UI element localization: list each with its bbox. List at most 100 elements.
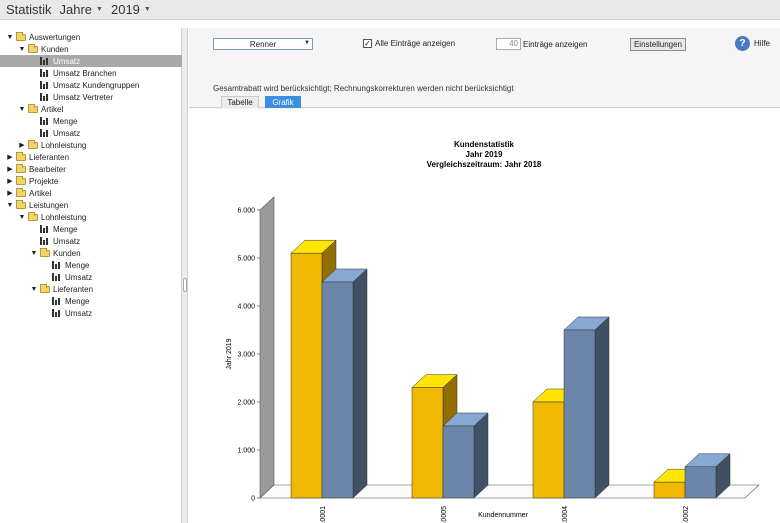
expand-arrow-icon[interactable]: ▶ <box>7 166 13 173</box>
collapse-arrow-icon[interactable]: ▼ <box>30 285 38 293</box>
bar-side <box>473 412 489 499</box>
tab-grafik[interactable]: Grafik <box>265 96 301 108</box>
collapse-arrow-icon[interactable]: ▼ <box>18 105 26 113</box>
tree-report[interactable]: Umsatz <box>0 307 182 319</box>
bar-chart-icon <box>40 93 50 101</box>
folder-icon <box>28 43 38 53</box>
tree-report[interactable]: Umsatz Vertreter <box>0 91 182 103</box>
collapse-arrow-icon[interactable]: ▼ <box>6 33 14 41</box>
tree-folder[interactable]: ▶ Bearbeiter <box>0 163 182 175</box>
y-axis-label: Jahr 2019 <box>226 338 233 369</box>
expand-arrow-icon[interactable]: ▶ <box>7 190 13 197</box>
module-title-text: Statistik <box>6 2 52 17</box>
tree-folder[interactable]: ▼ Artikel <box>0 103 182 115</box>
tree-item-label: Bearbeiter <box>29 164 66 174</box>
tree-report[interactable]: Umsatz Kundengruppen <box>0 79 182 91</box>
x-tick-label: 10004 <box>562 506 569 523</box>
bar-chart-icon <box>52 261 62 269</box>
bar-chart-icon <box>40 117 50 125</box>
folder-icon <box>16 163 26 173</box>
tree-report[interactable]: Umsatz Branchen <box>0 67 182 79</box>
x-axis-label: Kundennummer <box>478 512 528 519</box>
collapse-arrow-icon[interactable]: ▼ <box>18 213 26 221</box>
chevron-down-icon: ▼ <box>304 40 310 46</box>
ranking-mode-select[interactable]: Renner ▼ <box>213 38 313 50</box>
bar-chart-icon <box>52 309 62 317</box>
report-tree: ▼ Auswertungen ▼ Kunden Umsatz Umsatz Branche… <box>0 28 182 523</box>
year-selector-text: 2019 <box>110 2 140 17</box>
calculation-note: Gesamtrabatt wird berücksichtigt; Rechnu… <box>213 84 514 93</box>
folder-icon <box>28 211 38 221</box>
x-tick-label: 10002 <box>683 506 690 523</box>
y-tick-label: 5.000 <box>237 256 255 263</box>
tab-tabelle[interactable]: Tabelle <box>221 96 259 108</box>
tree-folder[interactable]: ▶ Lieferanten <box>0 151 182 163</box>
tree-item-label: Lohnleistung <box>41 212 87 222</box>
tree-folder[interactable]: ▼ Lohnleistung <box>0 211 182 223</box>
tree-report[interactable]: Menge <box>0 115 182 127</box>
chart-subtitle-2: Vergleichszeitraum: Jahr 2018 <box>427 160 542 169</box>
expand-arrow-icon[interactable]: ▶ <box>19 142 25 149</box>
tree-report[interactable]: Menge <box>0 295 182 307</box>
show-all-checkbox[interactable]: ✓ Alle Einträge anzeigen <box>363 39 455 48</box>
bar-chart-icon <box>40 237 50 245</box>
settings-button[interactable]: Einstellungen <box>630 38 686 51</box>
tree-item-label: Umsatz <box>53 236 81 246</box>
bar <box>411 387 444 499</box>
tree-folder[interactable]: ▼ Auswertungen <box>0 31 182 43</box>
y-tick-label: 0 <box>251 496 255 503</box>
folder-icon <box>28 139 38 149</box>
bar <box>563 329 596 499</box>
folder-icon <box>28 103 38 113</box>
collapse-arrow-icon[interactable]: ▼ <box>6 201 14 209</box>
tree-report[interactable]: Umsatz <box>0 55 182 67</box>
tree-report[interactable]: Umsatz <box>0 235 182 247</box>
tree-report[interactable]: Umsatz <box>0 271 182 283</box>
bar-chart-icon <box>40 81 50 89</box>
tree-report[interactable]: Umsatz <box>0 127 182 139</box>
help-icon[interactable]: ? <box>735 36 750 51</box>
checkbox-box[interactable]: ✓ <box>363 39 372 48</box>
tree-item-label: Lieferanten <box>53 284 94 294</box>
tree-item-label: Artikel <box>41 104 64 114</box>
tree-item-label: Umsatz Kundengruppen <box>53 80 140 90</box>
expand-arrow-icon[interactable]: ▶ <box>7 178 13 185</box>
entry-count-label: Einträge anzeigen <box>523 40 588 49</box>
y-tick-label: 6.000 <box>237 208 255 215</box>
bar <box>290 252 323 499</box>
tree-folder[interactable]: ▶ Artikel <box>0 187 182 199</box>
tree-folder[interactable]: ▼ Lieferanten <box>0 283 182 295</box>
pane-splitter[interactable] <box>182 28 188 523</box>
bar-chart-icon <box>40 69 50 77</box>
module-title: Statistik <box>6 2 52 17</box>
tree-folder[interactable]: ▶ Lohnleistung <box>0 139 182 151</box>
bar-side <box>594 316 610 499</box>
tree-item-label: Projekte <box>29 176 59 186</box>
collapse-arrow-icon[interactable]: ▼ <box>18 45 26 53</box>
tree-folder[interactable]: ▼ Kunden <box>0 43 182 55</box>
bar-chart-icon <box>52 297 62 305</box>
help-label[interactable]: Hilfe <box>754 39 771 48</box>
y-tick-label: 4.000 <box>237 304 255 311</box>
splitter-handle[interactable] <box>183 278 187 292</box>
expand-arrow-icon[interactable]: ▶ <box>7 154 13 161</box>
help-button[interactable]: ? Hilfe <box>735 36 770 51</box>
folder-icon <box>16 175 26 185</box>
entry-count-input[interactable]: 40 <box>496 38 521 50</box>
tree-item-label: Menge <box>65 260 90 270</box>
bar <box>321 281 354 499</box>
tree-folder[interactable]: ▼ Kunden <box>0 247 182 259</box>
bar <box>532 401 565 499</box>
year-selector[interactable]: 2019 ▼ <box>111 2 151 17</box>
tree-report[interactable]: Menge <box>0 223 182 235</box>
chevron-down-icon: ▼ <box>96 6 103 13</box>
tree-folder[interactable]: ▼ Leistungen <box>0 199 182 211</box>
tree-report[interactable]: Menge <box>0 259 182 271</box>
collapse-arrow-icon[interactable]: ▼ <box>30 249 38 257</box>
chart-side-wall <box>259 196 275 499</box>
y-tick-label: 3.000 <box>237 352 255 359</box>
y-tick-label: 2.000 <box>237 400 255 407</box>
period-selector[interactable]: Jahre ▼ <box>60 2 103 17</box>
tree-folder[interactable]: ▶ Projekte <box>0 175 182 187</box>
